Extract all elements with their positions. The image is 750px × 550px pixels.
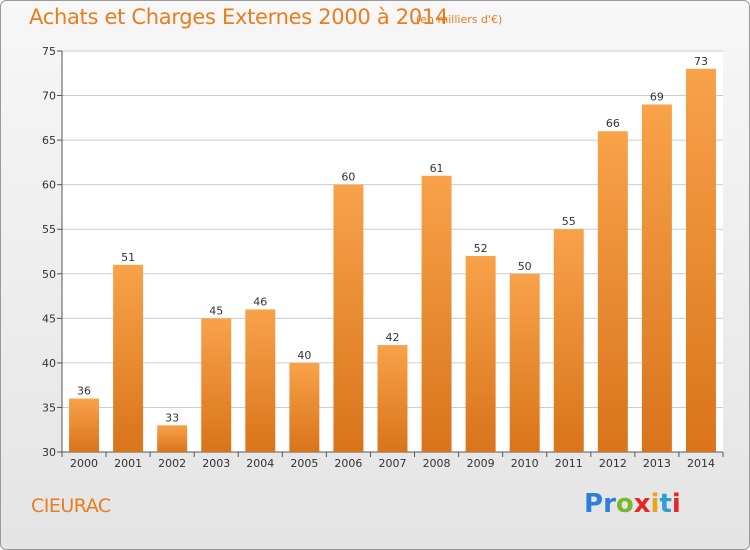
value-label: 66	[606, 117, 620, 130]
x-tick-label: 2012	[599, 457, 627, 470]
logo-letter: i	[671, 489, 681, 519]
bar-2014	[685, 68, 716, 453]
value-label: 33	[165, 411, 179, 424]
value-label: 36	[77, 385, 91, 398]
y-tick-label: 65	[42, 134, 56, 147]
logo-letter: x	[633, 489, 651, 519]
bar-2008	[421, 175, 452, 452]
labels: 30 35 40 45 50 55 60 65 70 75 2000 36 2001 51 2002 33 20…	[42, 45, 715, 470]
x-tick-label: 2002	[158, 457, 186, 470]
value-label: 51	[121, 251, 135, 264]
chart-subtitle: (en milliers d'€)	[416, 13, 503, 26]
y-tick-label: 45	[42, 312, 56, 325]
x-tick-label: 2007	[379, 457, 407, 470]
y-tick-label: 70	[42, 90, 56, 103]
value-label: 52	[474, 242, 488, 255]
bars	[69, 68, 716, 453]
x-tick-label: 2014	[687, 457, 715, 470]
x-tick-label: 2006	[334, 457, 362, 470]
logo-letter: P	[584, 489, 604, 519]
y-tick-label: 50	[42, 268, 56, 281]
bar-2002	[157, 425, 188, 452]
bar-2012	[597, 131, 628, 452]
y-tick-label: 40	[42, 357, 56, 370]
x-tick-label: 2003	[202, 457, 230, 470]
bar-2013	[641, 104, 672, 452]
x-tick-label: 2001	[114, 457, 142, 470]
value-label: 50	[518, 260, 532, 273]
x-tick-label: 2009	[467, 457, 495, 470]
value-label: 60	[341, 171, 355, 184]
value-label: 73	[694, 55, 708, 68]
bar-2010	[509, 273, 540, 452]
chart-title: Achats et Charges Externes 2000 à 2014	[29, 5, 449, 29]
y-tick-label: 30	[42, 446, 56, 459]
logo-letter: o	[615, 489, 634, 519]
x-tick-label: 2010	[511, 457, 539, 470]
value-label: 45	[209, 304, 223, 317]
value-label: 42	[386, 331, 400, 344]
x-tick-label: 2008	[423, 457, 451, 470]
value-label: 55	[562, 215, 576, 228]
bar-2005	[289, 362, 320, 452]
x-tick-label: 2013	[643, 457, 671, 470]
value-label: 40	[297, 349, 311, 362]
logo-letter: t	[659, 489, 672, 519]
value-label: 61	[430, 162, 444, 175]
bar-2011	[553, 229, 584, 452]
bar-2003	[201, 318, 232, 452]
x-tick-label: 2011	[555, 457, 583, 470]
y-tick-label: 60	[42, 179, 56, 192]
value-label: 46	[253, 295, 267, 308]
logo-letter: r	[603, 489, 616, 519]
x-tick-label: 2004	[246, 457, 274, 470]
y-tick-label: 75	[42, 45, 56, 58]
bar-2000	[69, 398, 100, 452]
bar-2009	[465, 255, 496, 452]
commune-name: CIEURAC	[31, 495, 111, 517]
bar-2006	[333, 184, 364, 452]
value-label: 69	[650, 90, 664, 103]
x-tick-label: 2000	[70, 457, 98, 470]
logo-letter: i	[650, 489, 660, 519]
bar-2007	[377, 345, 408, 452]
y-tick-label: 35	[42, 401, 56, 414]
bar-2001	[113, 264, 144, 452]
x-tick-label: 2005	[290, 457, 318, 470]
bar-2004	[245, 309, 276, 452]
y-tick-label: 55	[42, 223, 56, 236]
proxiti-logo[interactable]: Proxiti	[584, 489, 681, 519]
